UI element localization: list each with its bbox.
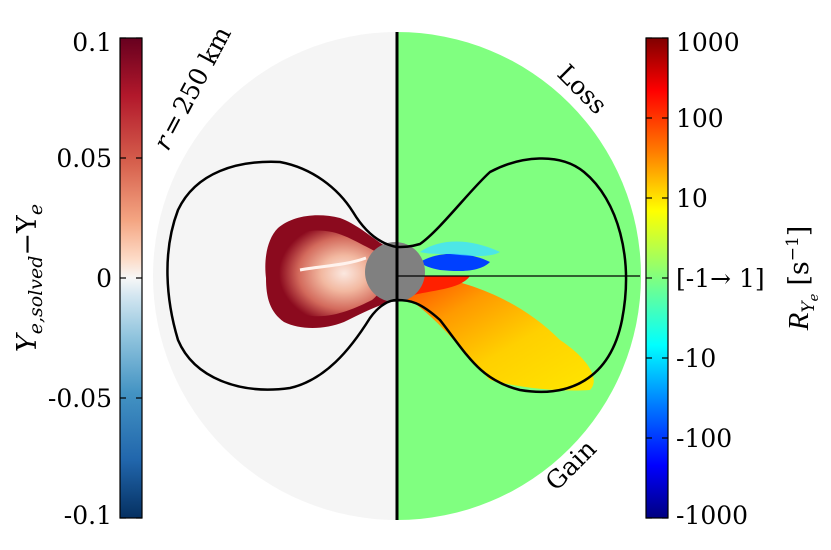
gain-fan [397,276,594,391]
colorbar-tick-label: -1000 [676,501,748,530]
colorbar-tick-label: 10 [676,184,708,213]
colorbar-tick-label: -0.1 [64,501,112,530]
central-core [365,242,425,302]
right-colorbar: 1000 100 10 [-1→ 1] -10 -100 -1000 [645,28,765,530]
left-heatmap-features [265,215,397,328]
left-colorbar: 0.1 0.05 0 -0.05 -0.1 [48,28,143,530]
right-colorbar-label: RYe[s−1] [783,226,822,332]
left-colorbar-label: Ye,solved−Ye [12,204,47,352]
colorbar-tick-label: 1000 [676,28,740,57]
colorbar-tick-label: -0.05 [48,384,112,413]
right-colorbar-ticks: 1000 100 10 [-1→ 1] -10 -100 -1000 [646,28,765,530]
colorbar-tick-label: 0.1 [72,28,112,57]
cyan-loss-region [420,241,500,256]
colorbar-tick-label: -10 [676,344,716,373]
red-lobe-interior [276,230,386,317]
colorbar-tick-label: 0 [96,264,112,293]
white-streak [299,256,367,272]
colorbar-tick-label: [-1→ 1] [676,264,765,293]
colorbar-tick-label: 100 [676,104,724,133]
blue-loss-region [420,253,490,272]
left-colorbar-ticks: 0.1 0.05 0 -0.05 -0.1 [48,28,142,530]
colorbar-tick-label: -100 [676,424,732,453]
colorbar-tick-label: 0.05 [56,144,112,173]
